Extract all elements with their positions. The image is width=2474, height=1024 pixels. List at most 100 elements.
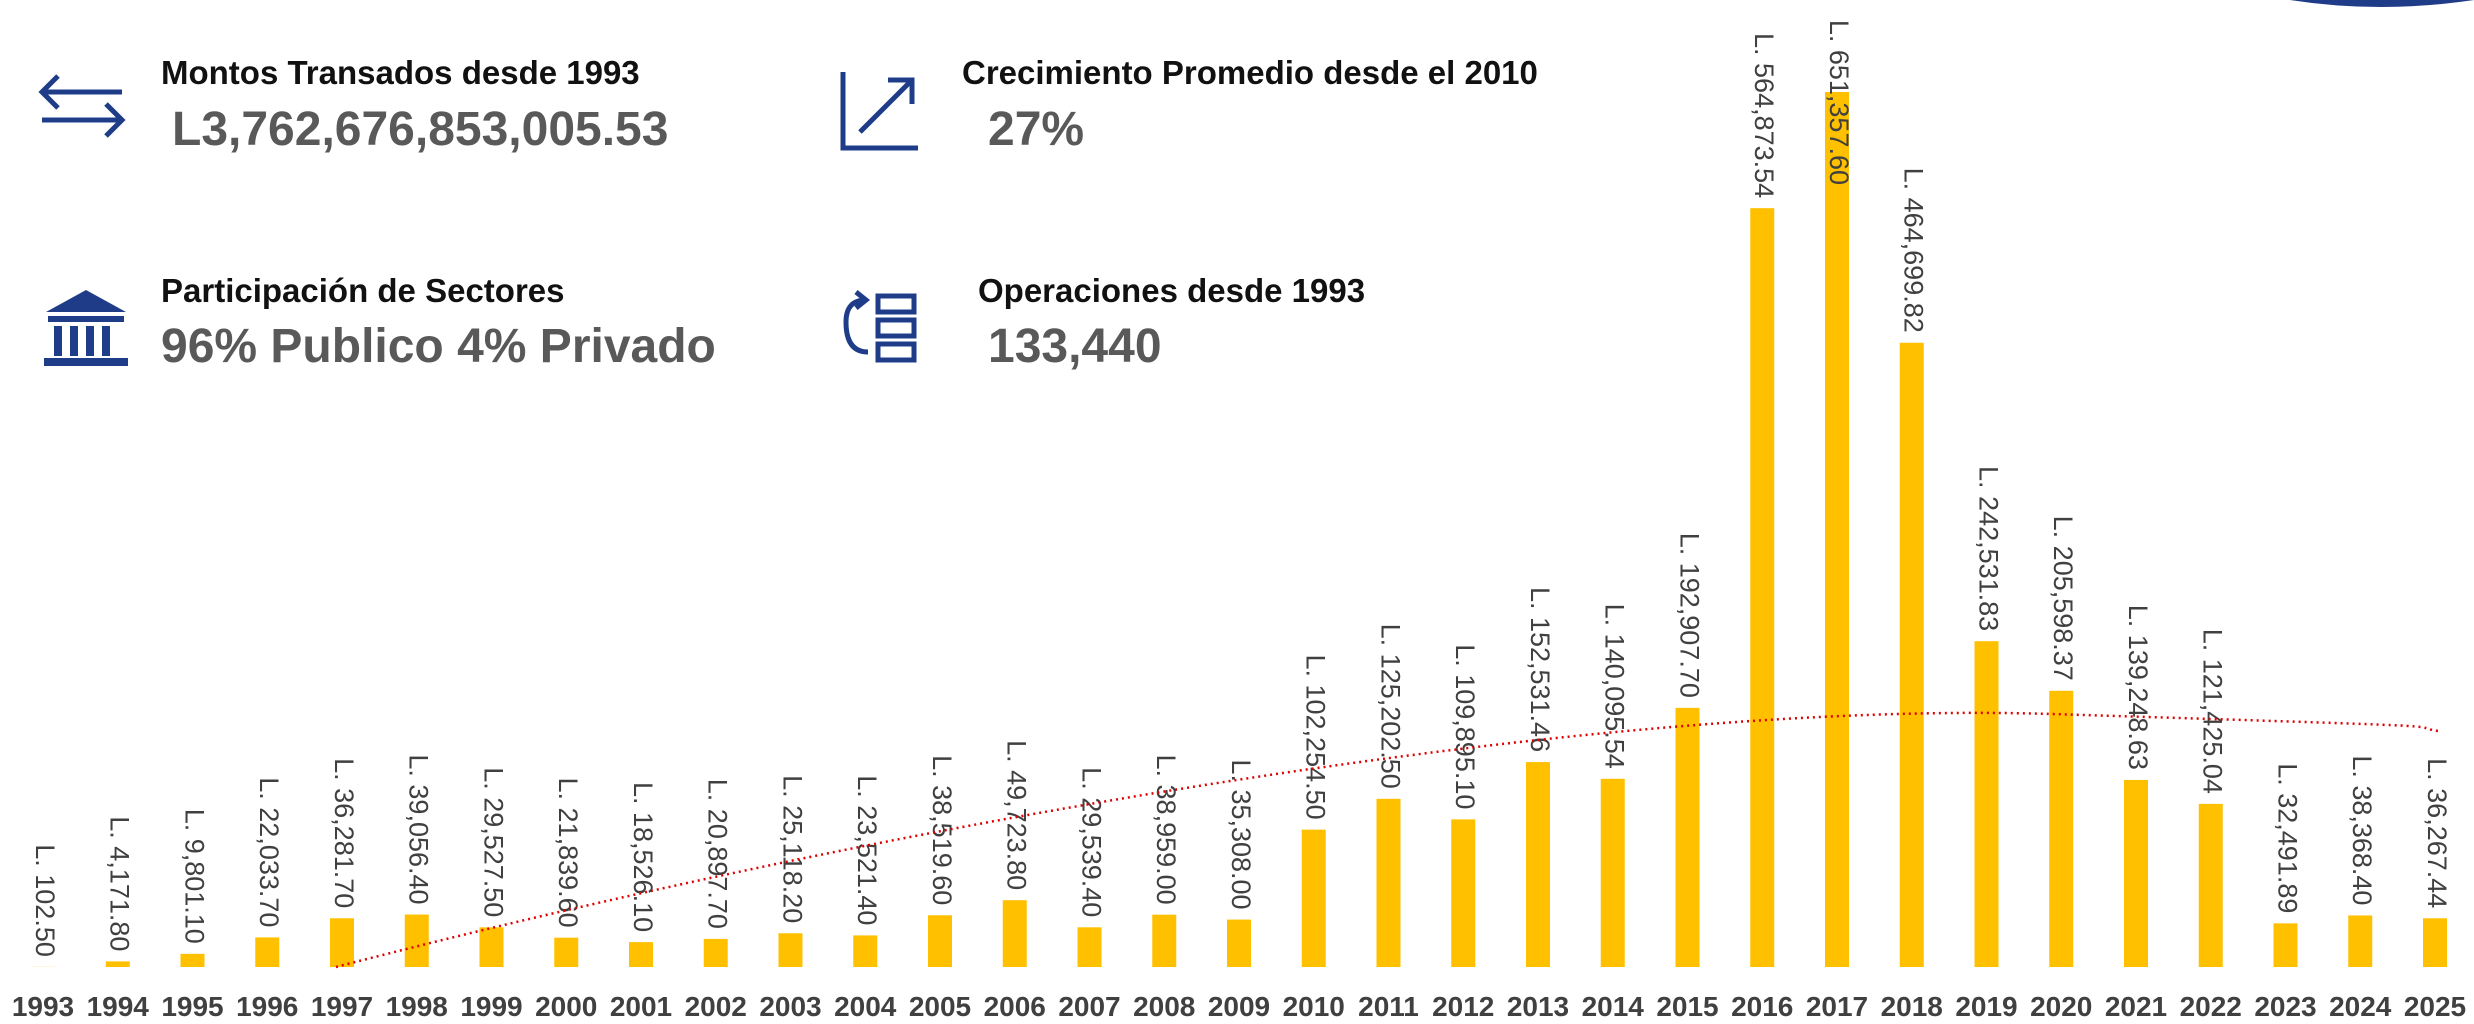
- value-label: L. 38,368.40: [2347, 755, 2377, 905]
- x-tick-label: 2010: [1283, 991, 1345, 1022]
- value-label: L. 36,267.44: [2422, 758, 2452, 908]
- bar: [629, 942, 653, 967]
- value-label: L. 102.50: [30, 844, 60, 957]
- bar: [1077, 927, 1102, 967]
- x-tick-label: 2013: [1507, 991, 1569, 1022]
- value-label: L. 109,895.10: [1450, 644, 1480, 809]
- bar: [479, 927, 504, 967]
- x-tick-label: 2020: [2030, 991, 2092, 1022]
- bar: [404, 914, 429, 967]
- exchange-icon: [38, 74, 126, 138]
- value-label: L. 18,526.10: [628, 782, 658, 932]
- bar: [1002, 900, 1027, 967]
- x-tick-label: 2015: [1656, 991, 1718, 1022]
- bar: [1376, 798, 1401, 967]
- bank-icon: [44, 290, 128, 366]
- x-tick-label: 2008: [1133, 991, 1195, 1022]
- x-tick-label: 2005: [909, 991, 971, 1022]
- x-tick-label: 1996: [236, 991, 298, 1022]
- value-label: L. 242,531.83: [1973, 466, 2003, 631]
- value-label: L. 125,202.50: [1375, 624, 1405, 789]
- value-label: L. 205,598.37: [2048, 516, 2078, 681]
- bar: [554, 937, 579, 967]
- kpi-title: Montos Transados desde 1993: [161, 54, 640, 91]
- bar: [2124, 779, 2148, 967]
- bar: [778, 933, 803, 967]
- x-tick-label: 2000: [535, 991, 597, 1022]
- bar: [1750, 208, 1775, 967]
- kpi-value: 133,440: [988, 320, 1162, 373]
- bar: [1152, 914, 1177, 967]
- bar: [2049, 690, 2074, 967]
- value-label: L. 464,699.82: [1899, 168, 1929, 333]
- kpi-value: 27%: [988, 103, 1084, 156]
- operations-icon: [843, 290, 917, 363]
- trendline: [335, 711, 2439, 969]
- x-tick-label: 1993: [12, 991, 74, 1022]
- bar: [1526, 762, 1550, 967]
- x-tick-label: 2002: [685, 991, 747, 1022]
- bar: [1825, 92, 1849, 967]
- bar: [1600, 778, 1625, 967]
- bar: [2348, 915, 2373, 967]
- kpi-title: Crecimiento Promedio desde el 2010: [962, 54, 1538, 91]
- value-label: L. 4,171.80: [105, 816, 135, 951]
- bar: [1227, 919, 1251, 967]
- bar: [2198, 803, 2223, 967]
- value-label: L. 38,519.60: [927, 755, 957, 905]
- bar: [1974, 641, 1999, 967]
- value-label: L. 49,723.80: [1002, 740, 1032, 890]
- x-tick-label: 1999: [460, 991, 522, 1022]
- bar: [1899, 342, 1924, 968]
- logo-fragment: [2290, 0, 2474, 7]
- kpi-value: L3,762,676,853,005.53: [172, 103, 668, 156]
- x-tick-label: 1995: [161, 991, 223, 1022]
- value-label: L. 651,357.60: [1824, 20, 1854, 185]
- value-label: L. 9,801.10: [179, 809, 209, 944]
- x-tick-label: 1994: [87, 991, 150, 1022]
- value-label: L. 121,425.04: [2198, 629, 2228, 794]
- x-tick-label: 2012: [1432, 991, 1494, 1022]
- value-label: L. 35,308.00: [1226, 759, 1256, 909]
- bars: 1993 L. 102.50 1994 L. 4,171.80 1995 L. 9,801…: [12, 20, 2466, 1022]
- bar: [1675, 707, 1700, 967]
- x-tick-label: 1997: [311, 991, 373, 1022]
- value-label: L. 22,033.70: [254, 777, 284, 927]
- x-tick-label: 2019: [1955, 991, 2017, 1022]
- bar: [2423, 918, 2447, 967]
- kpi-title: Participación de Sectores: [161, 272, 565, 309]
- bar: [1451, 819, 1476, 967]
- x-tick-label: 2009: [1208, 991, 1270, 1022]
- x-tick-label: 2025: [2404, 991, 2466, 1022]
- x-tick-label: 2001: [610, 991, 672, 1022]
- value-label: L. 39,056.40: [404, 754, 434, 904]
- value-label: L. 32,491.89: [2272, 763, 2302, 913]
- x-tick-label: 2018: [1881, 991, 1943, 1022]
- value-label: L. 25,118.20: [777, 775, 807, 923]
- bar: [105, 961, 130, 967]
- x-tick-label: 2024: [2329, 991, 2392, 1022]
- x-tick-label: 1998: [386, 991, 448, 1022]
- value-label: L. 29,527.50: [478, 767, 508, 917]
- kpi-value: 96% Publico 4% Privado: [161, 320, 716, 373]
- bar: [1301, 829, 1326, 967]
- value-label: L. 21,839.60: [553, 778, 583, 928]
- x-tick-label: 2006: [984, 991, 1046, 1022]
- x-tick-label: 2017: [1806, 991, 1868, 1022]
- value-label: L. 140,095.54: [1600, 604, 1630, 769]
- value-label: L. 192,907.70: [1674, 533, 1704, 698]
- value-label: L. 20,897.70: [703, 779, 733, 929]
- value-label: L. 152,531.46: [1525, 587, 1555, 752]
- x-tick-label: 2011: [1358, 991, 1419, 1022]
- bar: [330, 918, 354, 967]
- x-tick-label: 2004: [834, 991, 897, 1022]
- x-tick-label: 2014: [1582, 991, 1645, 1022]
- x-tick-label: 2023: [2254, 991, 2316, 1022]
- value-label: L. 139,248.63: [2123, 605, 2153, 770]
- value-label: L. 29,539.40: [1076, 767, 1106, 917]
- value-label: L. 23,521.40: [852, 775, 882, 925]
- value-label: L. 564,873.54: [1749, 33, 1779, 198]
- value-label: L. 36,281.70: [329, 758, 359, 908]
- bar: [928, 915, 952, 967]
